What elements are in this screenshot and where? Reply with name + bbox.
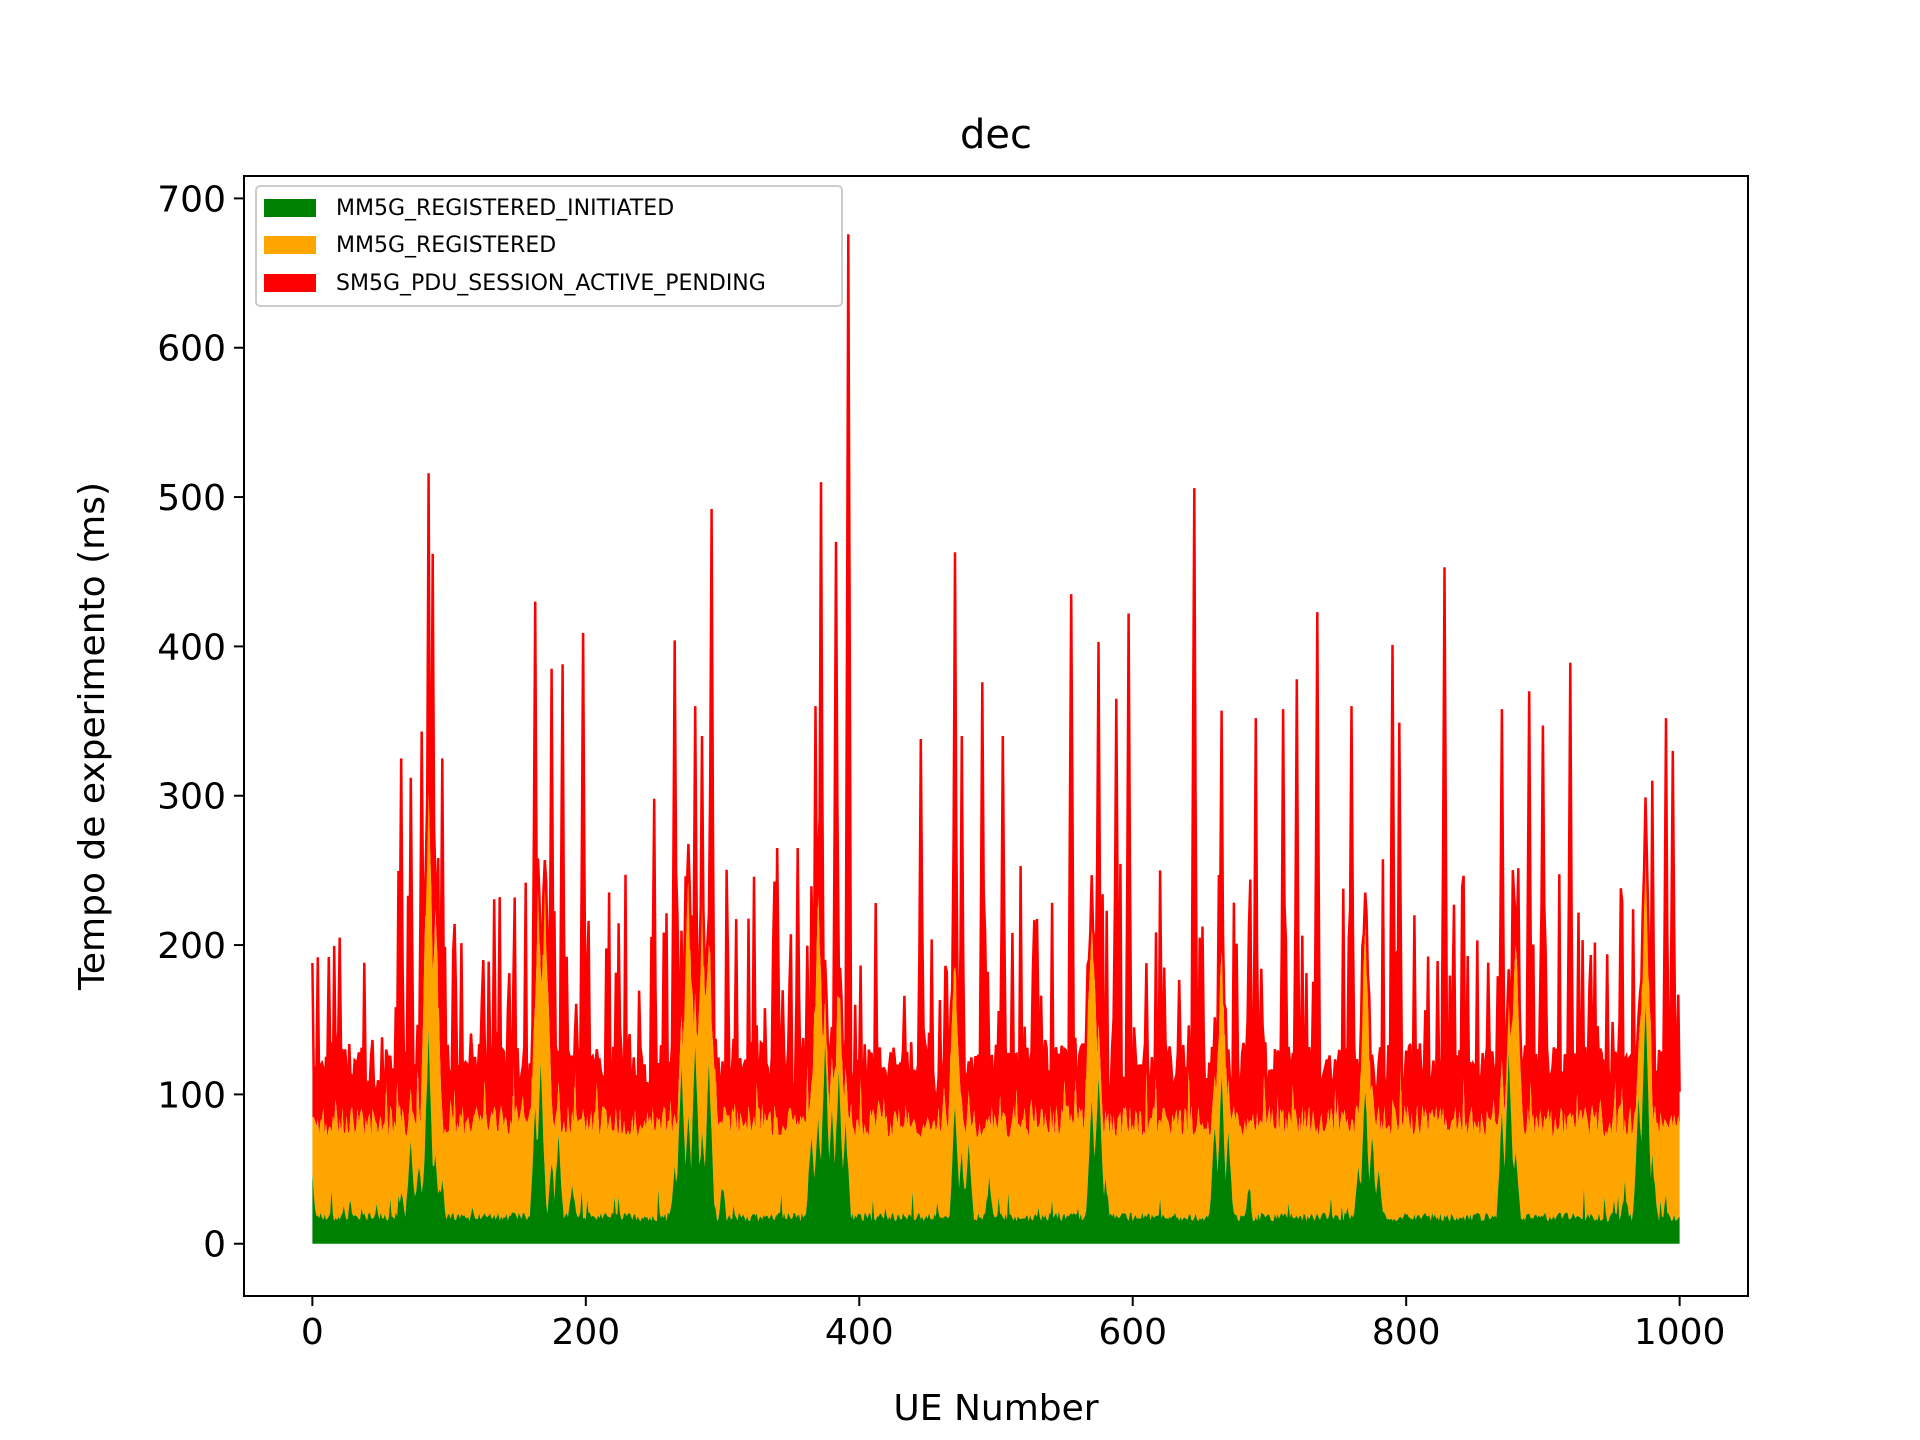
area-registered	[312, 789, 1680, 1222]
x-tick-label: 800	[1372, 1312, 1441, 1353]
x-axis-label: UE Number	[893, 1388, 1098, 1429]
y-tick-label: 600	[157, 329, 226, 370]
y-tick-label: 0	[203, 1225, 226, 1266]
legend-swatch-pdu-session-active-pending	[264, 274, 316, 292]
x-tick-label: 600	[1098, 1312, 1167, 1353]
y-axis-label: Tempo de experimento (ms)	[72, 482, 113, 991]
x-tick-label: 1000	[1634, 1312, 1726, 1353]
area-registered-initiated	[312, 1002, 1680, 1244]
legend: MM5G_REGISTERED_INITIATED MM5G_REGISTERE…	[255, 185, 843, 307]
legend-swatch-registered	[264, 236, 316, 254]
x-tick-label: 400	[825, 1312, 894, 1353]
legend-swatch-registered-initiated	[264, 199, 316, 217]
y-tick-label: 500	[157, 478, 226, 519]
plot-area	[311, 234, 1681, 1244]
line-pdu-session-active-pending	[311, 234, 1681, 1102]
y-axis: 0 100 200 300 400 500 600 700	[157, 179, 244, 1266]
axes-frame	[243, 175, 1749, 1297]
x-tick-label: 200	[551, 1312, 620, 1353]
legend-label-pdu-session-active-pending: SM5G_PDU_SESSION_ACTIVE_PENDING	[336, 271, 766, 296]
legend-label-registered-initiated: MM5G_REGISTERED_INITIATED	[336, 196, 674, 221]
y-tick-label: 300	[157, 777, 226, 818]
x-tick-label: 0	[301, 1312, 324, 1353]
chart-title: dec	[960, 112, 1032, 158]
x-axis: 0 200 400 600 800 1000	[301, 1296, 1726, 1353]
legend-box	[255, 185, 843, 307]
legend-label-registered: MM5G_REGISTERED	[336, 233, 556, 258]
y-tick-label: 200	[157, 926, 226, 967]
y-tick-label: 400	[157, 627, 226, 668]
y-tick-label: 100	[157, 1075, 226, 1116]
y-tick-label: 700	[157, 179, 226, 220]
